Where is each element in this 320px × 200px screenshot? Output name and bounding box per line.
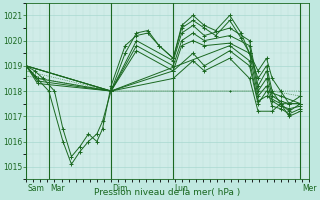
Text: Lun: Lun [175,184,188,193]
Text: Dim: Dim [112,184,128,193]
Text: Mer: Mer [302,184,316,193]
Text: Mar: Mar [50,184,65,193]
X-axis label: Pression niveau de la mer( hPa ): Pression niveau de la mer( hPa ) [94,188,241,197]
Text: Sam: Sam [28,184,44,193]
